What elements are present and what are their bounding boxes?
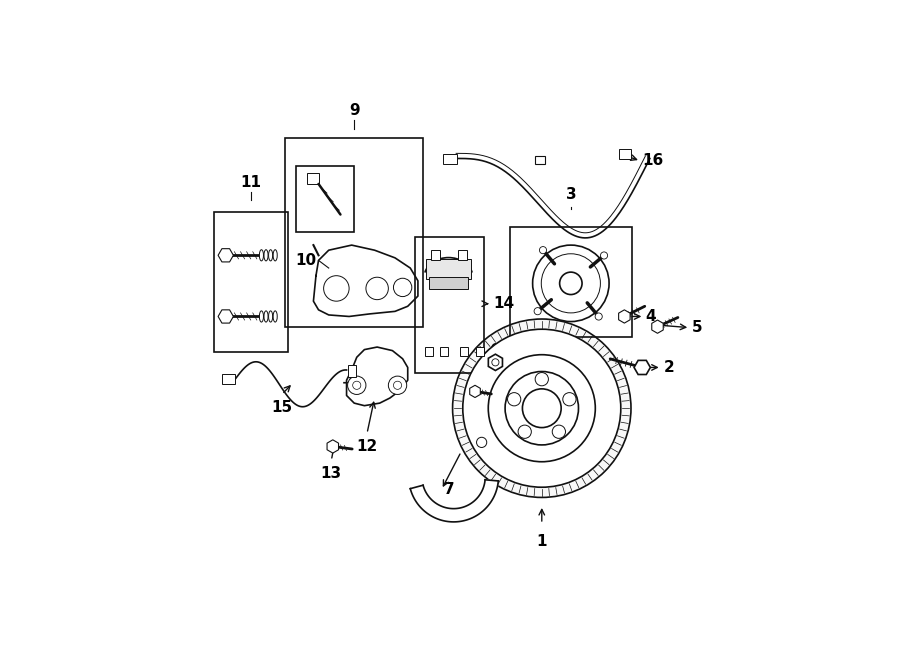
FancyBboxPatch shape xyxy=(307,173,319,184)
Text: 15: 15 xyxy=(271,400,292,414)
Ellipse shape xyxy=(274,311,277,322)
Circle shape xyxy=(324,275,349,301)
Text: 4: 4 xyxy=(646,309,656,324)
FancyBboxPatch shape xyxy=(425,346,433,355)
Text: 10: 10 xyxy=(295,253,316,268)
Circle shape xyxy=(347,376,366,395)
Circle shape xyxy=(541,254,600,313)
Circle shape xyxy=(476,438,487,448)
Circle shape xyxy=(463,329,621,487)
Circle shape xyxy=(508,393,521,406)
Polygon shape xyxy=(410,480,499,522)
Text: 8: 8 xyxy=(465,387,476,401)
Text: 13: 13 xyxy=(320,466,342,481)
Ellipse shape xyxy=(264,311,268,322)
Ellipse shape xyxy=(268,250,273,261)
FancyBboxPatch shape xyxy=(475,346,483,355)
Circle shape xyxy=(393,278,412,297)
Text: 12: 12 xyxy=(356,439,378,454)
Ellipse shape xyxy=(264,250,268,261)
Circle shape xyxy=(539,246,546,254)
Text: 6: 6 xyxy=(490,343,500,358)
Circle shape xyxy=(534,308,541,314)
FancyBboxPatch shape xyxy=(429,277,468,289)
Ellipse shape xyxy=(259,311,264,322)
FancyBboxPatch shape xyxy=(535,156,544,164)
FancyBboxPatch shape xyxy=(221,374,235,384)
Text: 9: 9 xyxy=(349,103,359,118)
Text: 14: 14 xyxy=(493,296,515,311)
Circle shape xyxy=(518,425,531,438)
Circle shape xyxy=(553,425,565,438)
FancyBboxPatch shape xyxy=(347,365,356,377)
FancyBboxPatch shape xyxy=(440,346,448,355)
Circle shape xyxy=(366,277,389,300)
Text: 5: 5 xyxy=(692,320,702,335)
Text: 11: 11 xyxy=(240,175,262,189)
Polygon shape xyxy=(346,347,408,406)
Text: 3: 3 xyxy=(565,187,576,202)
Circle shape xyxy=(562,393,576,406)
Circle shape xyxy=(522,389,562,428)
FancyBboxPatch shape xyxy=(619,149,631,159)
FancyBboxPatch shape xyxy=(443,154,456,164)
Ellipse shape xyxy=(274,250,277,261)
Circle shape xyxy=(595,313,602,320)
Circle shape xyxy=(533,245,609,322)
Text: 7: 7 xyxy=(444,483,454,497)
Circle shape xyxy=(536,373,548,386)
Text: 16: 16 xyxy=(643,154,663,169)
Ellipse shape xyxy=(268,311,273,322)
Circle shape xyxy=(560,272,582,295)
Circle shape xyxy=(489,355,595,462)
Circle shape xyxy=(453,319,631,497)
FancyBboxPatch shape xyxy=(460,346,468,355)
FancyBboxPatch shape xyxy=(426,259,472,279)
Text: 2: 2 xyxy=(664,360,675,375)
Circle shape xyxy=(600,252,608,259)
FancyBboxPatch shape xyxy=(458,250,467,260)
FancyBboxPatch shape xyxy=(431,250,440,260)
Circle shape xyxy=(505,371,579,445)
Text: 1: 1 xyxy=(536,534,547,549)
Circle shape xyxy=(389,376,407,395)
Ellipse shape xyxy=(259,250,264,261)
